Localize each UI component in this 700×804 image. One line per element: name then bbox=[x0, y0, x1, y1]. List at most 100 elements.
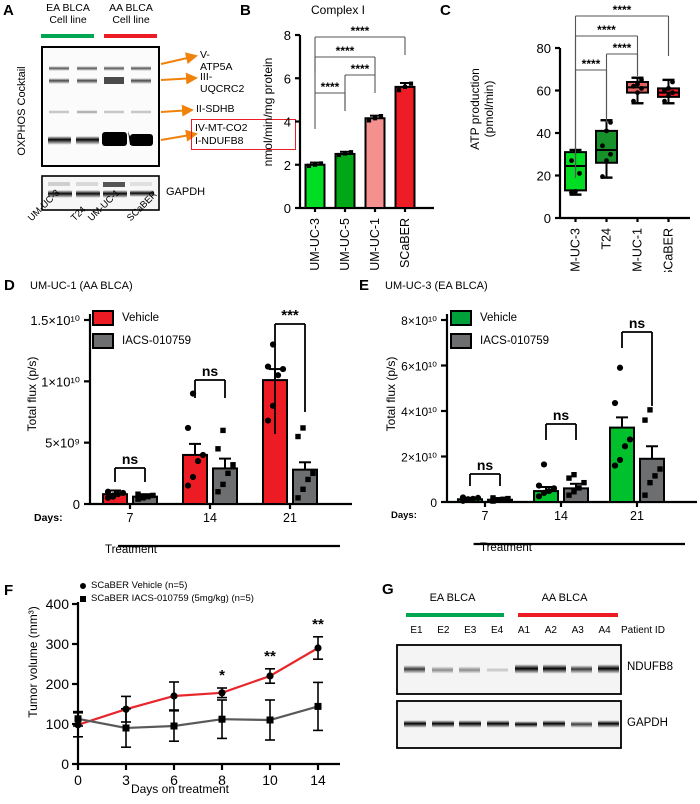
y-tick-label: 4×10¹⁰ bbox=[401, 405, 437, 419]
scatter-point bbox=[621, 443, 629, 450]
significance-label: **** bbox=[321, 80, 340, 94]
patient-id-2: E3 bbox=[464, 625, 477, 636]
scatter-point bbox=[647, 479, 653, 486]
scatter-point bbox=[490, 495, 496, 501]
scatter-point bbox=[306, 163, 312, 168]
scatter-point bbox=[608, 151, 613, 157]
y-tick-label: 40 bbox=[537, 126, 551, 141]
scatter-point bbox=[215, 489, 221, 495]
panel-d-title: UM-UC-1 (AA BLCA) bbox=[30, 280, 133, 292]
scatter-point bbox=[611, 399, 619, 407]
y-tick-label: 400 bbox=[46, 596, 70, 612]
legend-item-vehicle-e: Vehicle bbox=[450, 310, 549, 326]
line-series bbox=[73, 681, 323, 748]
patient-id-3: E4 bbox=[490, 625, 504, 636]
scatter-point bbox=[310, 470, 316, 477]
panel-d-label: D bbox=[4, 277, 15, 294]
scatter-point bbox=[366, 118, 372, 123]
panel-c: C 0 20 40 60 80 UM-UC-3 T24 UM-UC-1 SCaBER **** **… bbox=[438, 0, 700, 272]
bar-group bbox=[292, 425, 318, 506]
legend-item-vehicle: Vehicle bbox=[92, 310, 191, 326]
series-marker bbox=[170, 692, 178, 700]
scatter-point bbox=[662, 98, 667, 104]
x-tick-label: T24 bbox=[600, 228, 614, 250]
scatter-point bbox=[571, 472, 577, 478]
scatter-point bbox=[150, 492, 156, 499]
scatter-point bbox=[566, 475, 572, 481]
scatter-point bbox=[535, 482, 543, 489]
scatter-point bbox=[611, 462, 619, 469]
scatter-point bbox=[474, 494, 482, 502]
scatter-point bbox=[639, 77, 644, 83]
scatter-point bbox=[604, 158, 609, 164]
scatter-point bbox=[312, 162, 318, 167]
legend-label-iacs-e: IACS-010759 bbox=[480, 335, 550, 347]
bar-group bbox=[533, 461, 559, 504]
scatter-point bbox=[336, 152, 342, 158]
panel-b-title: Complex I bbox=[310, 3, 366, 17]
scatter-point bbox=[666, 85, 671, 91]
scatter-point bbox=[626, 436, 634, 443]
panel-e-legend: Vehicle IACS-010759 bbox=[450, 310, 549, 349]
bar-group bbox=[182, 390, 208, 505]
panel-e-treatment-label: Treatment bbox=[480, 542, 532, 554]
scatter-point bbox=[639, 85, 644, 91]
y-tick-label: 6 bbox=[284, 71, 291, 86]
scatter-point bbox=[647, 407, 653, 413]
group-aa-line1: AA BLCA bbox=[109, 2, 153, 14]
panel-a-group-ea: EA BLCA Cell line bbox=[37, 2, 99, 26]
significance-bracket bbox=[344, 74, 376, 111]
scatter-point bbox=[104, 488, 112, 495]
significance-bracket bbox=[574, 15, 670, 176]
scatter-point bbox=[670, 90, 675, 96]
scatter-point bbox=[318, 161, 324, 166]
series-line bbox=[77, 705, 319, 730]
y-tick-label: 6×10¹⁰ bbox=[401, 360, 437, 374]
scatter-point bbox=[104, 494, 112, 501]
scatter-point bbox=[569, 190, 574, 195]
x-tick-label: SCaBER bbox=[398, 218, 412, 268]
panel-f-label: F bbox=[4, 582, 14, 599]
x-tick-label: UM-UC-3 bbox=[308, 218, 322, 271]
scatter-point bbox=[550, 485, 558, 492]
box-plot bbox=[626, 76, 649, 105]
bar-group bbox=[364, 113, 386, 209]
panel-d-ylabel: Total flux (p/s) bbox=[25, 356, 39, 432]
panel-g-row-label-ndufb8: NDUFB8 bbox=[627, 661, 674, 673]
scatter-point bbox=[215, 446, 221, 452]
panel-e: E UM-UC-3 (EA BLCA) 0 2×10¹⁰ 4×10¹⁰ 6×10¹⁰ 8… bbox=[355, 272, 700, 570]
bar-group bbox=[639, 407, 665, 503]
significance-label: *** bbox=[281, 307, 299, 324]
panel-f-xlabel: Days on treatment bbox=[130, 782, 230, 796]
scatter-point bbox=[600, 174, 605, 179]
panel-d-chart: 0 5×10⁹ 1×10¹⁰ 1.5×10¹⁰ 7 ns 14 ns 21 *** bbox=[30, 307, 352, 548]
significance-bracket bbox=[274, 323, 306, 434]
panel-b-chart: 0 2 4 6 8 UM-UC-3 UM-UC-5 UM-UC-1 SCaBER **** ****… bbox=[284, 24, 434, 271]
significance-label: **** bbox=[613, 41, 632, 55]
panel-g-group-aa-label: AA BLCA bbox=[541, 592, 588, 604]
y-tick-label: 2 bbox=[284, 158, 291, 173]
scatter-point bbox=[545, 487, 553, 495]
y-tick-label: 5×10⁹ bbox=[45, 436, 80, 451]
scatter-point bbox=[300, 486, 306, 492]
panel-g: G EA BLCA AA BLCA E1 E2 E3 E4 A1 A2 A3 A… bbox=[355, 570, 700, 804]
scatter-point bbox=[642, 417, 648, 423]
x-tick-label: UM-UC-1 bbox=[368, 218, 382, 271]
panel-c-ylabel-line1: ATP production bbox=[468, 68, 482, 150]
panel-d: D UM-UC-1 (AA BLCA) 0 5×10⁹ 1×10¹⁰ 1.5×10¹⁰… bbox=[0, 272, 355, 570]
scatter-point bbox=[577, 170, 582, 176]
scatter-point bbox=[566, 492, 572, 498]
scatter-point bbox=[199, 451, 207, 459]
bar-group bbox=[132, 491, 158, 505]
panel-a-group-ea-bar bbox=[41, 34, 94, 38]
scatter-point bbox=[135, 496, 141, 502]
band-label-iii: III-UQCRC2 bbox=[200, 71, 245, 95]
scatter-point bbox=[631, 83, 636, 89]
significance-bracket bbox=[469, 473, 501, 486]
scatter-point bbox=[535, 493, 543, 500]
scatter-point bbox=[135, 491, 141, 497]
bar-group bbox=[394, 81, 416, 209]
scatter-point bbox=[342, 151, 348, 156]
scatter-point bbox=[581, 479, 587, 486]
scatter-point bbox=[662, 88, 667, 93]
